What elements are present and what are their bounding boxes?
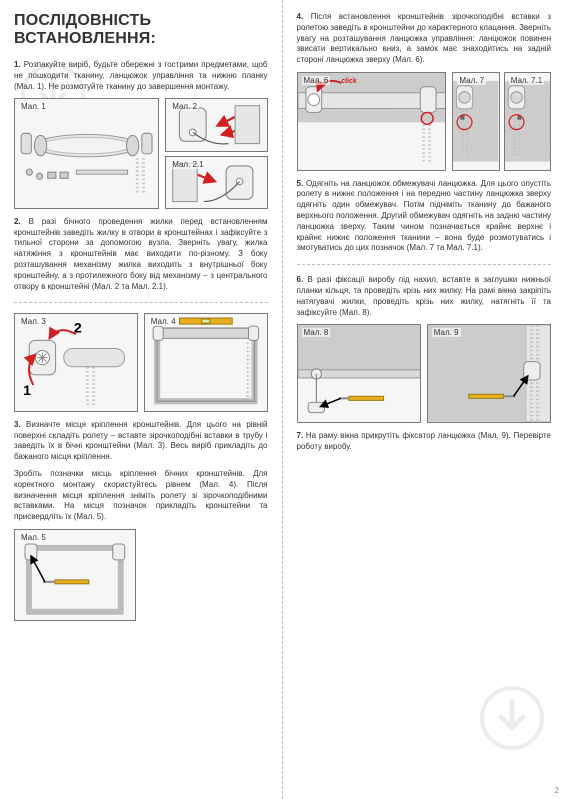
fig-9: Мал. 9 [427, 324, 551, 423]
fig-row-1: Мал. 1 [14, 98, 268, 209]
para-6: 6. В разі фіксації виробу під нахил, вст… [297, 275, 552, 318]
para-6-text: В разі фіксації виробу під нахил, вставт… [297, 275, 552, 316]
fig-5: Мал. 5 [14, 529, 136, 621]
fig-2-label: Мал. 2 [170, 102, 199, 111]
para-7-text: На раму вікна прикрутіть фіксатор ланцюж… [297, 431, 551, 451]
fig-1-label: Мал. 1 [19, 102, 48, 111]
svg-text:1: 1 [23, 384, 31, 400]
fig-4: Мал. 4 [144, 313, 268, 411]
separator [14, 302, 268, 303]
fig-71-label: Мал. 7.1 [509, 76, 544, 85]
page-title: ПОСЛІДОВНІСТЬ ВСТАНОВЛЕННЯ: [14, 12, 268, 48]
fig-6-label: Мал. 6 [302, 76, 331, 85]
para-2: 2. В разі бічного проведення жилки перед… [14, 217, 268, 293]
fig-7-label: Мал. 7 [457, 76, 486, 85]
separator [297, 264, 552, 265]
para-3a-text: Визначте місця кріплення кронштейнів. Дл… [14, 420, 268, 461]
para-4-text: Після встановлення кронштейнів зірочкопо… [297, 12, 552, 64]
fig-6: Мал. 6 click [297, 72, 447, 171]
para-4: 4. Після встановлення кронштейнів зірочк… [297, 12, 552, 66]
para-5: 5. Одягніть на ланцюжок обмежувачі ланцю… [297, 179, 552, 255]
fig-21-label: Мал. 2.1 [170, 160, 205, 169]
svg-text:2: 2 [74, 321, 82, 337]
page-number: 2 [555, 786, 559, 795]
fig-row-2: Мал. 3 2 1 Мал. 4 [14, 313, 268, 411]
para-1: 1. Розпакуйте виріб, будьте обережні з г… [14, 60, 268, 92]
fig-3: Мал. 3 2 1 [14, 313, 138, 411]
para-3a: 3. Визначте місця кріплення кронштейнів.… [14, 420, 268, 463]
watermark-icon [477, 683, 547, 753]
fig-8-label: Мал. 8 [302, 328, 331, 337]
fig-7: Мал. 7 [452, 72, 499, 171]
fig-9-label: Мал. 9 [432, 328, 461, 337]
right-column: 4. Після встановлення кронштейнів зірочк… [283, 0, 565, 799]
fig-row-4: Мал. 6 click Мал. 7 [297, 72, 552, 171]
fig-2-1: Мал. 2.1 [165, 156, 267, 209]
para-1-text: Розпакуйте виріб, будьте обережні з гост… [14, 60, 268, 91]
fig-row-5: Мал. 8 Мал. 9 [297, 324, 552, 423]
page: ПОСЛІДОВНІСТЬ ВСТАНОВЛЕННЯ: 1. Розпакуйт… [0, 0, 565, 799]
left-column: ПОСЛІДОВНІСТЬ ВСТАНОВЛЕННЯ: 1. Розпакуйт… [0, 0, 283, 799]
para-5-text: Одягніть на ланцюжок обмежувачі ланцюжка… [297, 179, 552, 253]
para-2-text: В разі бічного проведення жилки перед вс… [14, 217, 268, 291]
fig-row-3: Мал. 5 [14, 529, 268, 621]
fig-1: Мал. 1 [14, 98, 159, 209]
para-3b: Зробіть позначки місць кріплення бічних … [14, 469, 268, 523]
fig-3-label: Мал. 3 [19, 317, 48, 326]
click-text: click [341, 78, 356, 85]
fig-5-label: Мал. 5 [19, 533, 48, 542]
fig-8: Мал. 8 [297, 324, 421, 423]
para-7: 7. На раму вікна прикрутіть фіксатор лан… [297, 431, 552, 453]
fig-2: Мал. 2 [165, 98, 267, 151]
fig-7-1: Мал. 7.1 [504, 72, 551, 171]
fig-4-label: Мал. 4 [149, 317, 178, 326]
